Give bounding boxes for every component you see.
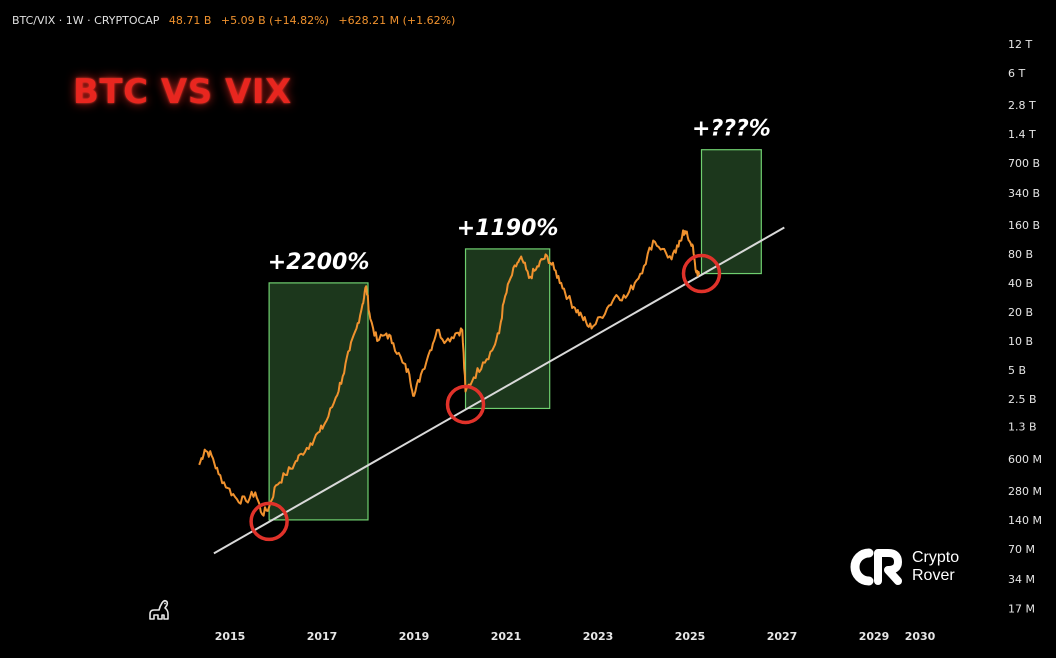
gain-box [464, 248, 551, 410]
y-tick-label: 40 B [1008, 277, 1033, 290]
gain-label: +1190% [457, 216, 559, 241]
chart-title: BTC VS VIX [73, 72, 292, 112]
y-tick-label: 1.3 B [1008, 421, 1037, 434]
crypto-rover-logo-icon [850, 548, 902, 586]
bottom-circle [445, 384, 486, 425]
crypto-rover-logo: Crypto Rover [850, 548, 959, 586]
bottom-circle [249, 501, 289, 542]
gain-label: +2200% [268, 250, 370, 275]
bottom-circles [249, 253, 722, 542]
y-tick-label: 600 M [1008, 453, 1042, 466]
y-tick-label: 2.5 B [1008, 393, 1037, 406]
gain-box [268, 282, 369, 521]
gain-labels: +2200% +1190% +???% [268, 117, 771, 275]
y-tick-label: 6 T [1008, 67, 1025, 80]
price-change: +5.09 B (+14.82%) [220, 14, 329, 27]
gain-label: +???% [692, 117, 771, 142]
tradingview-dino-icon [149, 599, 169, 620]
y-tick-label: 10 B [1008, 335, 1033, 348]
y-tick-label: 160 B [1008, 219, 1040, 232]
x-axis: 2015 2017 2019 2021 2023 2025 2027 2029 2030 [215, 630, 936, 643]
y-tick-label: 80 B [1008, 248, 1033, 261]
x-tick-label: 2029 [859, 630, 890, 643]
trendline-group [213, 226, 785, 555]
y-tick-label: 12 T [1008, 38, 1032, 51]
y-tick-label: 5 B [1008, 364, 1026, 377]
x-tick-label: 2019 [399, 630, 430, 643]
bottom-circle [681, 253, 722, 294]
x-tick-label: 2023 [583, 630, 614, 643]
y-tick-label: 17 M [1008, 602, 1035, 615]
price-series-group [198, 229, 701, 517]
y-tick-label: 70 M [1008, 543, 1035, 556]
y-tick-label: 34 M [1008, 573, 1035, 586]
x-tick-label: 2015 [215, 630, 246, 643]
x-tick-label: 2025 [675, 630, 706, 643]
price-value: 48.71 B [168, 14, 212, 27]
y-tick-label: 2.8 T [1008, 99, 1036, 112]
x-tick-label: 2021 [491, 630, 522, 643]
symbol-label: BTC/VIX · 1W · CRYPTOCAP [12, 14, 160, 27]
logo-line1: Crypto [912, 549, 960, 566]
y-tick-label: 700 B [1008, 157, 1040, 170]
y-tick-label: 20 B [1008, 306, 1033, 319]
logo-line2: Rover [912, 567, 955, 584]
y-tick-label: 1.4 T [1008, 128, 1036, 141]
gain-boxes [268, 149, 762, 521]
gain-box [700, 149, 762, 275]
y-tick-label: 140 M [1008, 514, 1042, 527]
volume-change: +628.21 M (+1.62%) [338, 14, 456, 27]
y-axis: 12 T 6 T 2.8 T 1.4 T 700 B 340 B 160 B 80 B 40 B… [1008, 38, 1042, 615]
price-line [198, 229, 701, 517]
x-tick-label: 2027 [767, 630, 798, 643]
x-tick-label: 2017 [307, 630, 338, 643]
y-tick-label: 340 B [1008, 187, 1040, 200]
trendline [213, 226, 785, 555]
y-tick-label: 280 M [1008, 485, 1042, 498]
x-tick-label: 2030 [905, 630, 936, 643]
chart-header: BTC/VIX · 1W · CRYPTOCAP 48.71 B +5.09 B… [12, 14, 461, 27]
